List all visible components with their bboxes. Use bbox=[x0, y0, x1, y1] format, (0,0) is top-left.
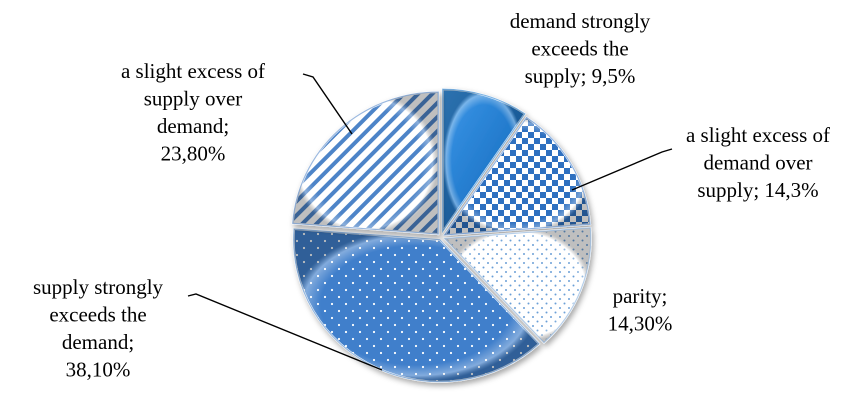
slice-label-line: exceeds the bbox=[531, 37, 628, 61]
slice-label-line: supply; 9,5% bbox=[525, 64, 636, 88]
pie-slice-bevel bbox=[292, 92, 439, 235]
slice-label-line: 14,30% bbox=[608, 312, 673, 336]
slice-label-line: a slight excess of bbox=[121, 59, 265, 83]
slice-label-line: demand over bbox=[703, 151, 812, 175]
slice-label-line: supply over bbox=[144, 87, 243, 111]
slice-label-line: exceeds the bbox=[49, 303, 146, 327]
pie-slice-edge bbox=[443, 227, 592, 344]
slice-label-5: a slight excess of supply over demand; 23,8… bbox=[121, 59, 265, 166]
pie-slice-bevel bbox=[444, 227, 591, 343]
pie-slice-1 bbox=[441, 88, 527, 235]
slice-label-line: 23,80% bbox=[161, 142, 226, 166]
pie-slice-edge bbox=[443, 116, 591, 236]
slice-label-1: demand strongly exceeds the supply; 9,5% bbox=[510, 9, 651, 88]
pie-slice-bevel bbox=[293, 229, 539, 382]
slice-label-line: a slight excess of bbox=[686, 123, 830, 147]
pie-slice-edge bbox=[442, 88, 526, 234]
pie-slice-2 bbox=[442, 116, 592, 237]
slice-label-4: supply strongly exceeds the demand; 38,10% bbox=[33, 275, 164, 382]
pie-slice-bevel bbox=[442, 89, 525, 232]
leader-line-2 bbox=[571, 148, 673, 191]
slice-label-3: parity; 14,30% bbox=[608, 284, 673, 336]
slice-label-line: supply; 14,3% bbox=[697, 178, 818, 202]
slice-label-line: supply strongly bbox=[33, 275, 164, 299]
pie-slice-3 bbox=[442, 226, 592, 344]
pie-slice-5 bbox=[291, 91, 440, 236]
slice-label-2: a slight excess of demand over supply; 14,… bbox=[686, 123, 830, 202]
pie-slice-bevel bbox=[444, 117, 591, 235]
slice-label-line: demand strongly bbox=[510, 9, 651, 33]
pie-slice-edge bbox=[292, 91, 439, 235]
slice-label-line: demand; bbox=[157, 114, 229, 138]
slice-label-line: demand; bbox=[62, 330, 134, 354]
leader-line-5 bbox=[302, 73, 353, 135]
slice-label-line: parity; bbox=[613, 284, 668, 308]
slice-label-line: 38,10% bbox=[66, 358, 131, 382]
leader-line-4 bbox=[187, 293, 383, 371]
